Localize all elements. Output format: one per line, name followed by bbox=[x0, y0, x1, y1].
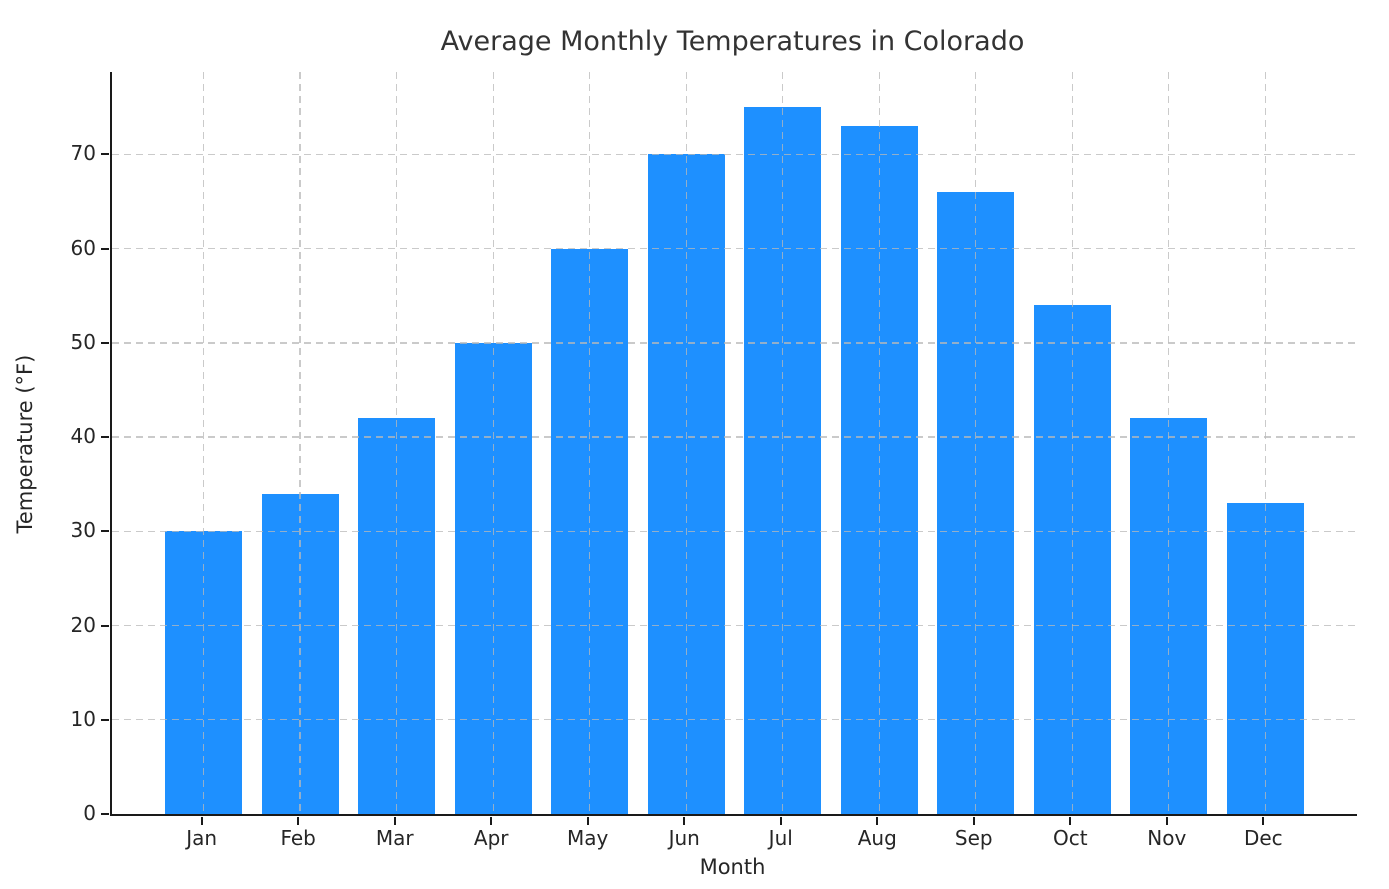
x-tick-feb bbox=[297, 817, 300, 825]
y-tick-60 bbox=[101, 247, 109, 250]
x-tick-label-dec: Dec bbox=[1243, 826, 1283, 850]
y-tick-label-50: 50 bbox=[70, 329, 96, 354]
y-tick-label-40: 40 bbox=[70, 424, 96, 449]
y-tick-label-30: 30 bbox=[70, 518, 96, 543]
gridline-y-60 bbox=[112, 247, 1357, 250]
x-tick-label-oct: Oct bbox=[1052, 826, 1088, 850]
x-tick-aug bbox=[876, 817, 879, 825]
y-tick-10 bbox=[101, 718, 109, 721]
x-tick-jun bbox=[683, 817, 686, 825]
x-tick-label-apr: Apr bbox=[473, 826, 509, 850]
gridline-y-10 bbox=[112, 719, 1357, 721]
gridline-x-jan bbox=[202, 72, 205, 814]
y-tick-label-20: 20 bbox=[70, 612, 96, 637]
y-tick-label-70: 70 bbox=[70, 141, 96, 166]
gridline-y-50 bbox=[112, 342, 1357, 344]
x-axis-label: Month bbox=[699, 855, 766, 879]
x-tick-label-may: May bbox=[567, 826, 609, 850]
x-tick-sep bbox=[972, 817, 975, 825]
gridline-x-jun bbox=[685, 72, 687, 814]
gridline-y-40 bbox=[112, 436, 1357, 438]
x-tick-apr bbox=[490, 817, 493, 825]
y-tick-40 bbox=[101, 436, 109, 439]
x-tick-jul bbox=[779, 817, 782, 825]
gridline-x-mar bbox=[396, 72, 398, 814]
gridline-x-oct bbox=[1071, 72, 1073, 814]
x-tick-label-jul: Jul bbox=[768, 826, 793, 850]
gridline-x-dec bbox=[1264, 72, 1266, 814]
x-tick-label-aug: Aug bbox=[857, 826, 897, 850]
gridline-y-70 bbox=[112, 153, 1357, 156]
x-tick-label-nov: Nov bbox=[1147, 826, 1187, 850]
x-tick-oct bbox=[1069, 817, 1072, 825]
x-tick-label-jan: Jan bbox=[186, 826, 218, 850]
y-tick-30 bbox=[101, 530, 109, 533]
y-tick-label-10: 10 bbox=[70, 706, 96, 731]
x-tick-jan bbox=[200, 817, 203, 825]
gridline-x-aug bbox=[878, 72, 880, 814]
y-tick-0 bbox=[101, 813, 109, 815]
gridline-x-feb bbox=[299, 72, 301, 814]
y-tick-50 bbox=[101, 341, 109, 344]
x-tick-label-sep: Sep bbox=[954, 826, 993, 850]
chart-title: Average Monthly Temperatures in Colorado bbox=[440, 26, 1025, 57]
y-tick-label-60: 60 bbox=[70, 235, 96, 260]
gridline-y-20 bbox=[112, 624, 1357, 627]
gridline-x-nov bbox=[1168, 72, 1170, 814]
x-tick-nov bbox=[1165, 817, 1168, 825]
x-tick-dec bbox=[1262, 817, 1265, 825]
gridline-x-may bbox=[589, 72, 591, 814]
gridline-x-jul bbox=[782, 72, 784, 814]
y-tick-70 bbox=[101, 153, 109, 156]
gridline-x-apr bbox=[492, 72, 494, 814]
x-tick-label-feb: Feb bbox=[280, 826, 316, 850]
x-tick-label-mar: Mar bbox=[375, 826, 414, 850]
gridline-y-30 bbox=[112, 530, 1357, 533]
y-tick-20 bbox=[101, 624, 109, 627]
x-tick-label-jun: Jun bbox=[668, 826, 700, 850]
x-tick-may bbox=[586, 817, 589, 825]
x-tick-mar bbox=[393, 817, 396, 825]
y-tick-label-0: 0 bbox=[83, 801, 96, 825]
plot-area bbox=[110, 72, 1357, 816]
gridline-x-sep bbox=[975, 72, 977, 814]
